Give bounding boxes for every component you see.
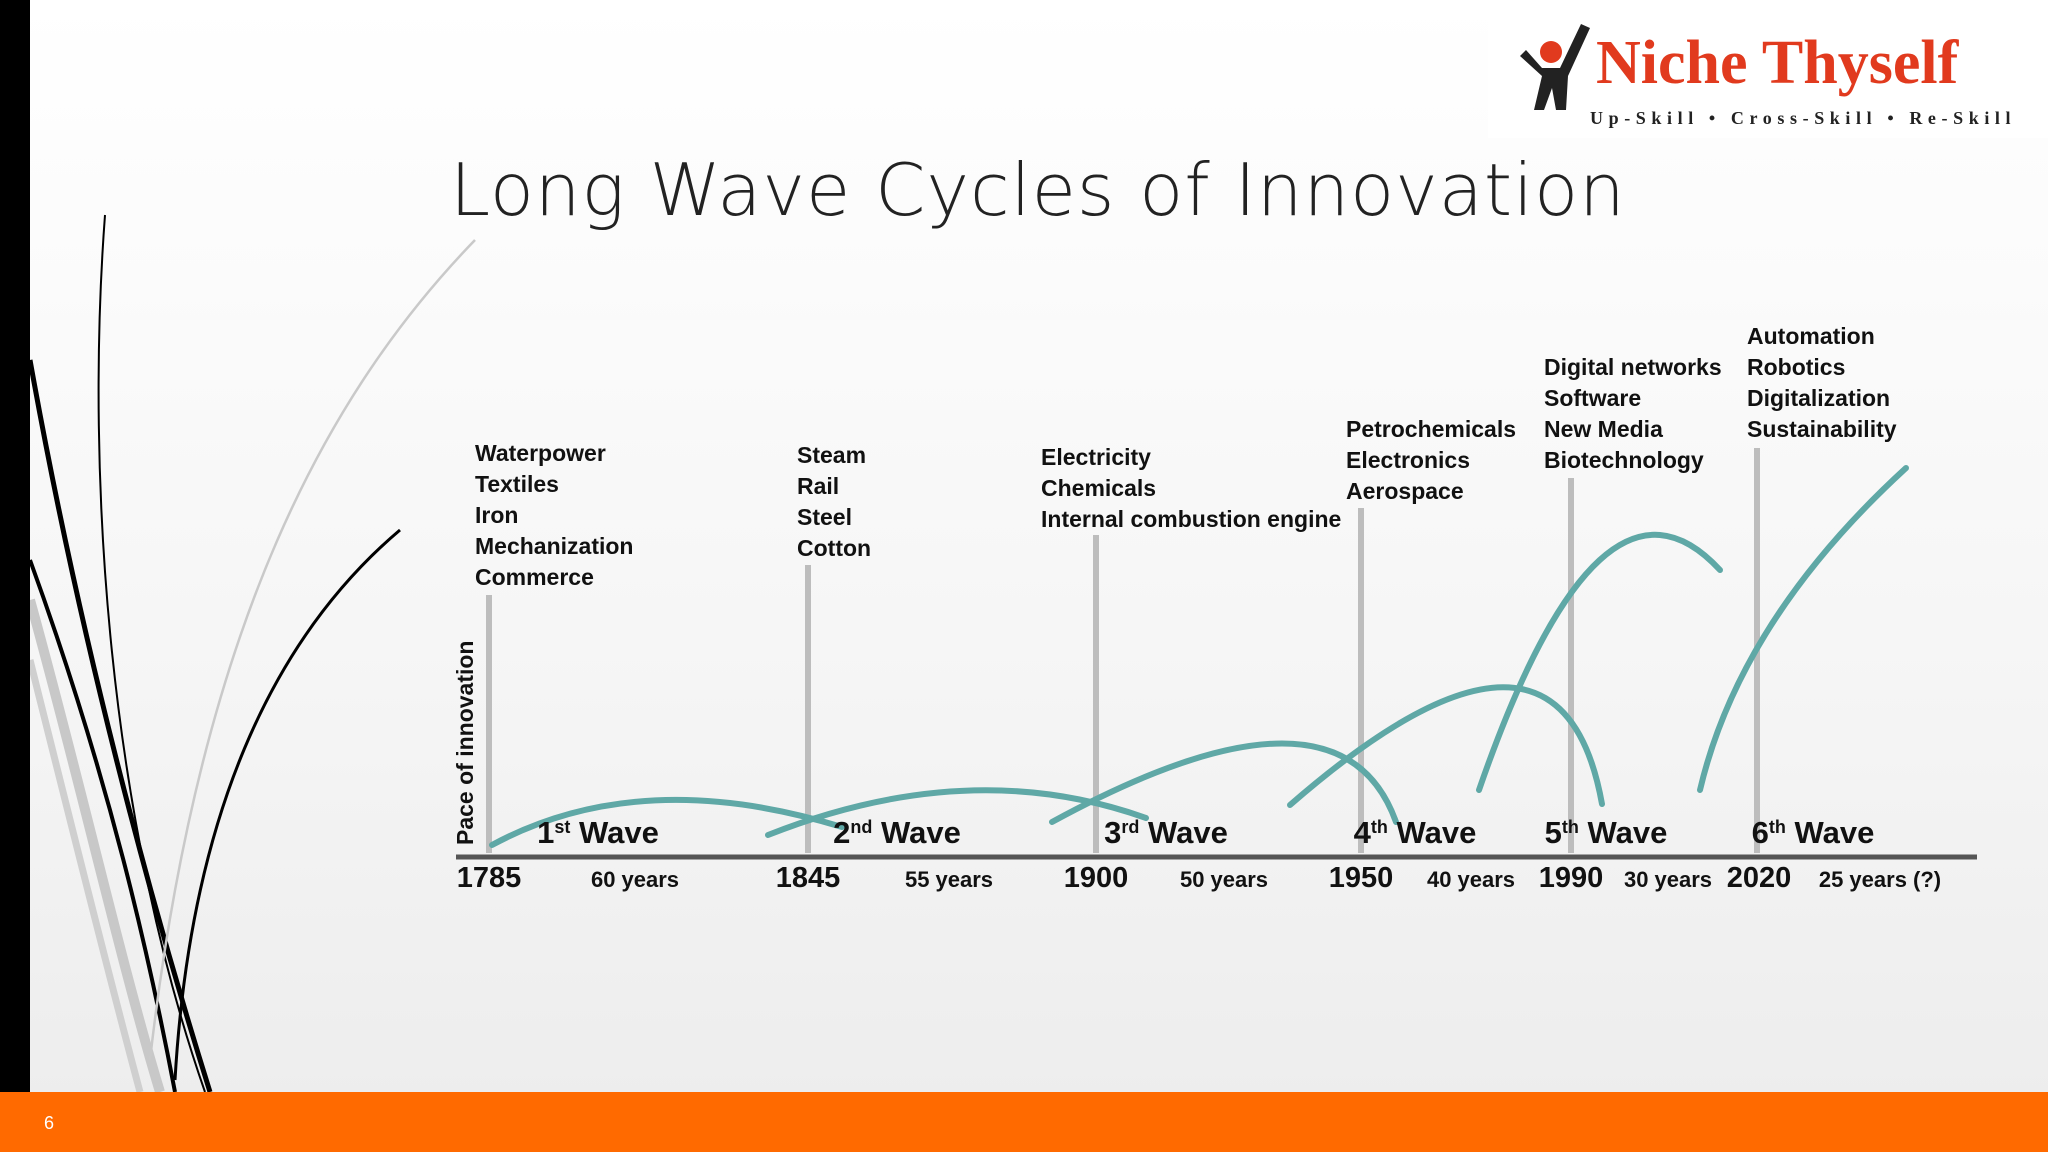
technology-label: Sustainability (1747, 416, 1897, 442)
duration-label: 55 years (905, 867, 993, 892)
decorative-curves (25, 214, 476, 1094)
technology-label: Electricity (1041, 444, 1151, 470)
wave-curve-3 (1049, 740, 1399, 825)
duration-label: 30 years (1624, 867, 1712, 892)
duration-label: 60 years (591, 867, 679, 892)
technology-label: Commerce (475, 564, 594, 590)
person-icon (1520, 24, 1590, 110)
technology-label: Internal combustion engine (1041, 506, 1341, 532)
logo-tagline: Up-Skill • Cross-Skill • Re-Skill (1590, 108, 2017, 128)
technology-label: Iron (475, 502, 518, 528)
wave-label: 5th Wave (1545, 815, 1668, 850)
technology-label: Automation (1747, 323, 1875, 349)
technology-label: Waterpower (475, 440, 606, 466)
left-accent-bar (0, 0, 30, 1092)
technology-label: Cotton (797, 535, 871, 561)
year-label: 1990 (1539, 862, 1604, 894)
year-label: 1845 (776, 862, 841, 894)
footer-bar (0, 1092, 2048, 1152)
wave-curve-6 (1697, 465, 1909, 793)
wave-label: 1st Wave (537, 815, 659, 850)
year-label: 1900 (1064, 862, 1129, 894)
technology-label: New Media (1544, 416, 1663, 442)
technology-label: Aerospace (1346, 478, 1464, 504)
technology-label: Petrochemicals (1346, 416, 1516, 442)
technology-label: Mechanization (475, 533, 633, 559)
slide-title: Long Wave Cycles of Innovation (450, 148, 1626, 232)
wave-label: 2nd Wave (833, 815, 961, 850)
technology-label: Digital networks (1544, 354, 1722, 380)
technology-label: Rail (797, 473, 839, 499)
logo-name: Niche Thyself (1596, 29, 1959, 97)
wave-label: 4th Wave (1354, 815, 1477, 850)
technology-label: Textiles (475, 471, 559, 497)
wave-curve-4 (1287, 684, 1605, 808)
duration-label: 25 years (?) (1819, 867, 1941, 892)
year-label: 2020 (1727, 862, 1792, 894)
technology-label: Chemicals (1041, 475, 1156, 501)
duration-label: 40 years (1427, 867, 1515, 892)
technology-label: Robotics (1747, 354, 1845, 380)
slide-number: 6 (44, 1113, 55, 1133)
wave-label: 3rd Wave (1104, 815, 1228, 850)
wave-label: 6th Wave (1752, 815, 1875, 850)
year-label: 1950 (1329, 862, 1394, 894)
technology-label: Steam (797, 442, 866, 468)
technology-label: Electronics (1346, 447, 1470, 473)
y-axis-label: Pace of innovation (452, 641, 478, 845)
logo: Niche Thyself Up-Skill • Cross-Skill • R… (1488, 0, 2048, 138)
wave-curve-2 (765, 787, 1149, 838)
technology-label: Biotechnology (1544, 447, 1704, 473)
technology-label: Digitalization (1747, 385, 1890, 411)
technology-label: Software (1544, 385, 1641, 411)
duration-label: 50 years (1180, 867, 1268, 892)
technology-label: Steel (797, 504, 852, 530)
year-label: 1785 (457, 862, 522, 894)
wave-curve-5 (1476, 531, 1723, 793)
wave-curve-1 (489, 796, 845, 848)
